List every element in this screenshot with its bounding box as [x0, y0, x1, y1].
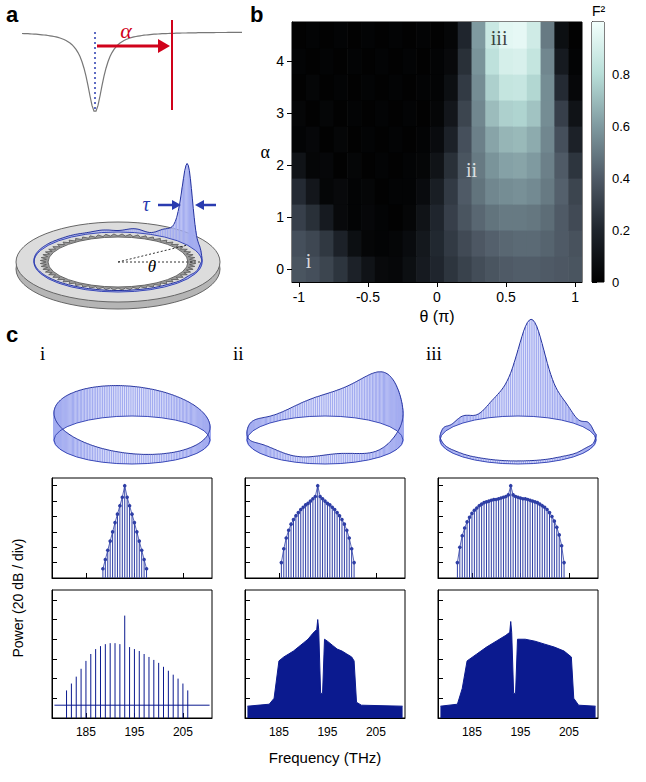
svg-text:θ: θ	[148, 257, 156, 276]
svg-text:205: 205	[173, 725, 193, 739]
svg-text:195: 195	[317, 725, 337, 739]
svg-text:205: 205	[366, 725, 386, 739]
svg-text:F²: F²	[592, 3, 606, 19]
svg-text:0.4: 0.4	[612, 171, 630, 186]
svg-text:205: 205	[559, 725, 579, 739]
svg-text:-1: -1	[293, 289, 306, 305]
svg-text:iii: iii	[426, 343, 442, 364]
svg-text:θ (π): θ (π)	[419, 308, 454, 325]
svg-text:4: 4	[276, 53, 284, 69]
svg-text:185: 185	[269, 725, 289, 739]
svg-text:b: b	[250, 2, 263, 27]
svg-text:0.6: 0.6	[612, 119, 630, 134]
svg-text:i: i	[306, 250, 312, 272]
svg-text:Power (20 dB / div): Power (20 dB / div)	[10, 538, 26, 657]
svg-text:α: α	[261, 142, 271, 162]
svg-text:0: 0	[612, 275, 619, 290]
svg-text:ii: ii	[233, 343, 244, 364]
svg-text:1: 1	[276, 209, 284, 225]
svg-text:τ: τ	[142, 193, 150, 215]
svg-text:1: 1	[571, 289, 579, 305]
svg-text:c: c	[6, 322, 18, 347]
svg-text:0.5: 0.5	[496, 289, 516, 305]
svg-text:a: a	[6, 2, 19, 27]
svg-text:ii: ii	[466, 159, 478, 181]
svg-text:0: 0	[433, 289, 441, 305]
svg-text:0.8: 0.8	[612, 67, 630, 82]
svg-text:α: α	[120, 18, 132, 43]
svg-text:185: 185	[462, 725, 482, 739]
svg-text:i: i	[40, 343, 45, 364]
svg-text:2: 2	[276, 157, 284, 173]
svg-text:-0.5: -0.5	[356, 289, 380, 305]
svg-text:iii: iii	[491, 27, 508, 49]
svg-text:195: 195	[510, 725, 530, 739]
svg-text:185: 185	[76, 725, 96, 739]
svg-text:3: 3	[276, 105, 284, 121]
svg-text:Frequency (THz): Frequency (THz)	[269, 749, 382, 766]
svg-text:0.2: 0.2	[612, 223, 630, 238]
svg-text:0: 0	[276, 261, 284, 277]
svg-text:195: 195	[124, 725, 144, 739]
